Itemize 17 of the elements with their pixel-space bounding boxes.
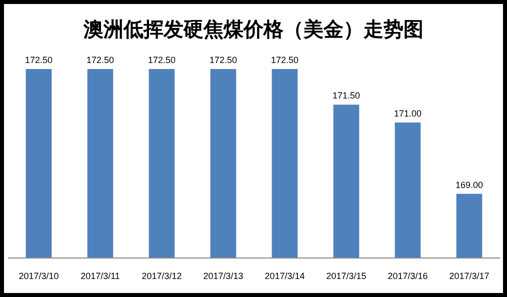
data-label: 171.00 [394, 108, 422, 118]
x-tick-label: 2017/3/17 [449, 271, 490, 281]
data-label: 171.50 [332, 90, 360, 101]
data-label: 172.50 [209, 55, 238, 65]
data-label: 172.50 [148, 55, 176, 65]
x-tick-label: 2017/3/11 [80, 271, 120, 281]
x-tick-label: 2017/3/13 [203, 271, 244, 281]
data-label: 169.00 [455, 180, 484, 190]
x-tick-label: 2017/3/16 [388, 271, 428, 281]
data-label: 172.50 [24, 55, 53, 65]
chart-title: 澳洲低挥发硬焦煤价格（美金）走势图 [82, 18, 424, 41]
x-tick-label: 2017/3/10 [18, 271, 59, 281]
x-tick-label: 2017/3/15 [326, 271, 366, 281]
data-label: 172.50 [270, 55, 299, 65]
data-label: 172.50 [86, 55, 114, 65]
x-tick-label: 2017/3/12 [142, 271, 182, 281]
x-tick-label: 2017/3/14 [264, 271, 305, 281]
